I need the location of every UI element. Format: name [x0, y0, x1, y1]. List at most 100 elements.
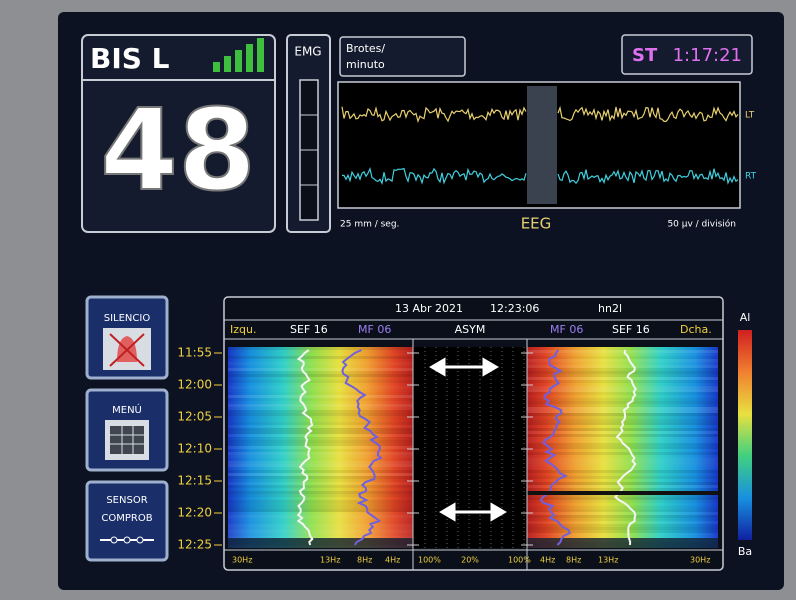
- texture-streak: [527, 515, 718, 518]
- texture-band: [527, 538, 718, 548]
- texture-streak: [228, 491, 413, 494]
- texture-streak: [228, 419, 413, 422]
- texture-streak: [228, 434, 413, 437]
- spectrogram-left: [228, 347, 413, 548]
- eeg-trace: [341, 105, 527, 123]
- texture-streak: [228, 497, 413, 500]
- eeg-trace: [557, 105, 739, 122]
- emg-label: EMG: [294, 45, 321, 59]
- signal-bars: [213, 38, 264, 72]
- texture-streak: [527, 509, 718, 512]
- eeg-trace: [341, 167, 527, 186]
- texture-streak: [228, 464, 413, 467]
- spectrogram-texture: [228, 347, 718, 548]
- dsa-date: 13 Abr 2021: [395, 302, 463, 315]
- scale-bottom: Ba: [738, 545, 752, 558]
- button-label: MENÚ: [112, 403, 142, 416]
- dsa-header-label: MF 06: [358, 323, 391, 336]
- trend-line: [296, 349, 314, 546]
- texture-streak: [527, 470, 718, 473]
- texture-streak: [228, 395, 413, 398]
- texture-streak: [527, 374, 718, 377]
- menu-button[interactable]: MENÚ: [85, 388, 169, 472]
- texture-streak: [228, 422, 413, 425]
- color-scale: [738, 330, 752, 540]
- texture-streak: [527, 533, 718, 536]
- texture-streak: [527, 437, 718, 440]
- texture-streak: [228, 527, 413, 530]
- texture-band: [228, 538, 413, 548]
- axis-label: 30Hz: [690, 556, 710, 565]
- texture-streak: [228, 371, 413, 374]
- texture-streak: [527, 398, 718, 401]
- eeg-speed: 25 mm / seg.: [340, 220, 399, 230]
- asymmetry-grid: [424, 347, 525, 548]
- texture-streak: [527, 386, 718, 389]
- texture-streak: [228, 509, 413, 512]
- texture-streak: [228, 518, 413, 521]
- texture-streak: [228, 530, 413, 533]
- texture-streak: [228, 443, 413, 446]
- silence-button[interactable]: SILENCIO: [85, 295, 169, 380]
- artifact-line: [527, 491, 718, 495]
- dsa-header-label: ASYM: [455, 323, 486, 336]
- texture-streak: [527, 494, 718, 497]
- channel-label: RT: [745, 172, 757, 182]
- texture-streak: [228, 500, 413, 503]
- texture-streak: [228, 440, 413, 443]
- axis-label: 8Hz: [357, 556, 372, 565]
- texture-streak: [527, 416, 718, 419]
- axis-label: 100%: [508, 556, 531, 565]
- status-time: 1:17:21: [673, 45, 742, 66]
- texture-streak: [228, 407, 413, 410]
- texture-streak: [228, 347, 413, 350]
- status-box: [621, 34, 753, 75]
- button-label: COMPROB: [101, 513, 152, 524]
- texture-streak: [527, 452, 718, 455]
- dsa-header-label: SEF 16: [290, 323, 328, 336]
- texture-streak: [228, 458, 413, 461]
- texture-streak: [527, 461, 718, 464]
- texture-streak: [228, 479, 413, 482]
- texture-streak: [228, 470, 413, 473]
- texture-streak: [527, 506, 718, 509]
- time-label: 12:25: [177, 538, 212, 552]
- time-label: 12:05: [177, 410, 212, 424]
- scale-top: Al: [740, 311, 751, 324]
- bursts-label: Brotes/: [346, 42, 385, 55]
- texture-streak: [228, 515, 413, 518]
- button-label: SILENCIO: [104, 313, 151, 324]
- time-label: 12:00: [177, 378, 212, 392]
- texture-streak: [527, 365, 718, 368]
- bursts-box: [339, 36, 466, 77]
- texture-streak: [228, 425, 413, 428]
- texture-streak: [527, 524, 718, 527]
- bis-label: BIS L: [90, 42, 170, 75]
- texture-streak: [228, 467, 413, 470]
- texture-streak: [228, 368, 413, 371]
- eeg-title: EEG: [521, 215, 552, 233]
- texture-streak: [527, 401, 718, 404]
- texture-streak: [527, 377, 718, 380]
- texture-streak: [228, 416, 413, 419]
- texture-streak: [228, 488, 413, 491]
- texture-streak: [228, 377, 413, 380]
- axis-label: 4Hz: [385, 556, 400, 565]
- dsa-header-label: Izqu.: [230, 323, 256, 336]
- texture-streak: [527, 521, 718, 524]
- axis-label: 30Hz: [232, 556, 252, 565]
- texture-streak: [228, 455, 413, 458]
- bis-value: 48: [100, 86, 256, 216]
- trend-line: [539, 349, 572, 546]
- texture-streak: [527, 449, 718, 452]
- texture-streak: [527, 431, 718, 434]
- axis-label: 20%: [461, 556, 479, 565]
- texture-streak: [228, 431, 413, 434]
- texture-streak: [228, 536, 413, 539]
- texture-streak: [228, 365, 413, 368]
- channel-label: LT: [745, 111, 755, 121]
- asymmetry-panel: [413, 347, 527, 548]
- sensor-button[interactable]: SENSOR COMPROB: [85, 480, 169, 562]
- texture-streak: [527, 464, 718, 467]
